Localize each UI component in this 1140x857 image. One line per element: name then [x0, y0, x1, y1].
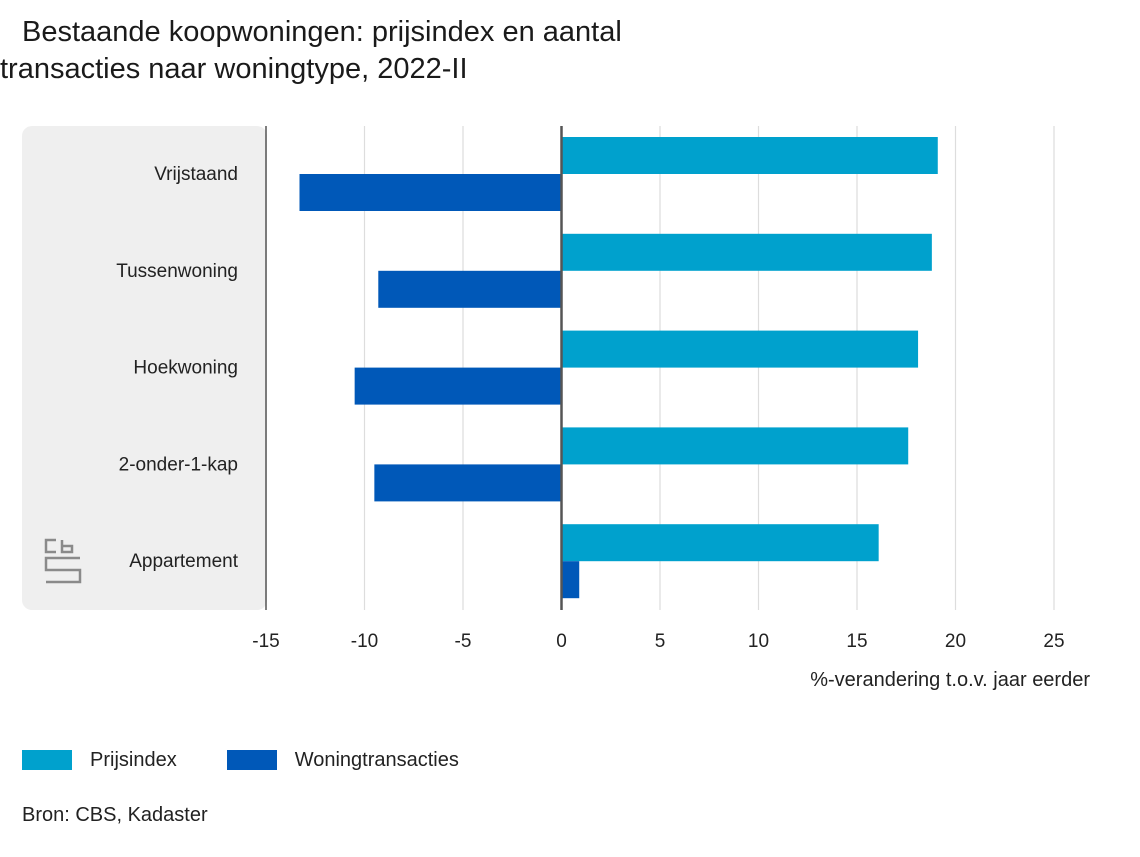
chart-title-line-2: transacties naar woningtype, 2022-II: [0, 53, 468, 85]
category-panel: [22, 126, 267, 610]
x-tick-label: 15: [846, 631, 867, 652]
category-labels: Vrijstaand Tussenwoning Hoekwoning 2-onder-…: [116, 164, 239, 572]
x-tick-label: 25: [1043, 631, 1064, 652]
bar-woningtransacties-2: [354, 367, 562, 405]
x-tick-label: 20: [945, 631, 966, 652]
bar-prijsindex-4: [561, 524, 879, 562]
x-tick-label: -15: [252, 631, 279, 652]
chart-title: Bestaande koopwoningen: prijsindex en aa…: [0, 14, 760, 88]
category-label: Hoekwoning: [133, 358, 238, 379]
category-label: Vrijstaand: [154, 164, 238, 185]
x-tick-label: -10: [351, 631, 378, 652]
bar-woningtransacties-3: [374, 464, 562, 502]
bar-prijsindex-1: [561, 233, 932, 271]
bar-prijsindex-3: [561, 427, 909, 465]
cbs-logo-icon: [44, 538, 82, 584]
axes: [265, 126, 563, 610]
bars: [299, 137, 938, 599]
category-label: Tussenwoning: [116, 261, 238, 282]
x-tick-label: 10: [748, 631, 769, 652]
chart-title-line-1: Bestaande koopwoningen: prijsindex en aa…: [22, 16, 622, 48]
x-tick-label: 0: [556, 631, 567, 652]
tick-labels: -15 -10 -5 0 5 10 15 20 25: [252, 631, 1064, 652]
x-tick-label: 5: [655, 631, 666, 652]
legend-swatch-woningtransacties: [226, 750, 277, 770]
bar-woningtransacties-0: [299, 174, 562, 211]
legend-label-prijsindex: Prijsindex: [90, 748, 177, 771]
bar-prijsindex-2: [561, 330, 919, 368]
legend-label-woningtransacties: Woningtransacties: [294, 748, 459, 771]
x-axis-label: %-verandering t.o.v. jaar eerder: [810, 669, 1090, 691]
category-label: Appartement: [129, 551, 239, 572]
legend-item-prijsindex: Prijsindex: [22, 749, 177, 772]
x-tick-label: -5: [455, 631, 472, 652]
bar-prijsindex-0: [561, 137, 938, 174]
category-label: 2-onder-1-kap: [119, 454, 238, 475]
bar-woningtransacties-1: [378, 270, 562, 308]
legend-swatch-prijsindex: [22, 750, 72, 770]
legend-item-woningtransacties: Woningtransacties: [226, 748, 459, 772]
legend: Prijsindex Woningtransacties: [22, 744, 509, 776]
bar-woningtransacties-4: [561, 561, 580, 599]
bar-chart: Vrijstaand Tussenwoning Hoekwoning 2-onder-…: [22, 126, 1090, 691]
source-note: Bron: CBS, Kadaster: [22, 804, 208, 826]
